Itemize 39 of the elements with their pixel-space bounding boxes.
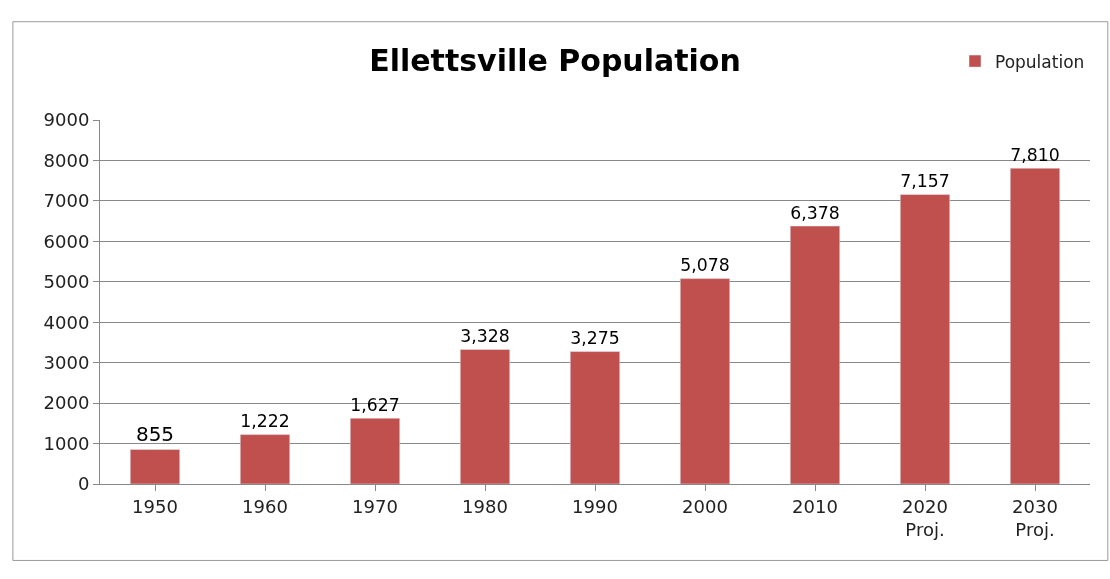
data-label: 7,157	[900, 171, 950, 192]
data-label: 5,078	[680, 255, 730, 276]
x-tick-label: 1950	[132, 495, 178, 517]
y-tick-label: 1000	[43, 432, 90, 454]
bar	[240, 434, 290, 484]
x-tick-label: 1960	[242, 495, 288, 517]
y-tick-label: 4000	[43, 311, 90, 333]
y-tick-label: 0	[77, 473, 90, 495]
bar	[1010, 167, 1060, 484]
y-tick-label: 9000	[43, 109, 90, 131]
x-tick-label: 1970	[352, 495, 398, 517]
bar	[460, 349, 510, 484]
y-tick-label: 2000	[43, 392, 90, 414]
data-label: 3,328	[460, 326, 510, 347]
bar	[790, 225, 840, 484]
legend-label: Population	[995, 51, 1085, 72]
y-tick-label: 6000	[43, 230, 90, 252]
data-label: 855	[135, 422, 175, 447]
bar	[680, 278, 730, 484]
y-tick-label: 5000	[43, 271, 90, 293]
x-tick-label: 2010	[792, 495, 838, 517]
data-label: 1,627	[350, 394, 400, 415]
bar	[570, 351, 620, 484]
data-label: 7,810	[1010, 144, 1060, 165]
x-tick-label: 2030 Proj.	[1012, 495, 1058, 540]
y-tick-label: 7000	[43, 190, 90, 212]
y-tick-label: 8000	[43, 149, 90, 171]
bar	[900, 194, 950, 484]
bar	[130, 449, 180, 484]
x-tick-label: 2020 Proj.	[902, 495, 948, 540]
data-label: 1,222	[240, 411, 290, 432]
chart-title: Ellettsville Population	[369, 43, 741, 79]
data-label: 6,378	[790, 202, 840, 223]
x-tick-label: 2000	[682, 495, 728, 517]
bar	[350, 417, 400, 484]
x-tick-label: 1990	[572, 495, 618, 517]
x-tick-label: 1980	[462, 495, 508, 517]
data-label: 3,275	[570, 328, 620, 349]
y-tick-label: 3000	[43, 351, 90, 373]
